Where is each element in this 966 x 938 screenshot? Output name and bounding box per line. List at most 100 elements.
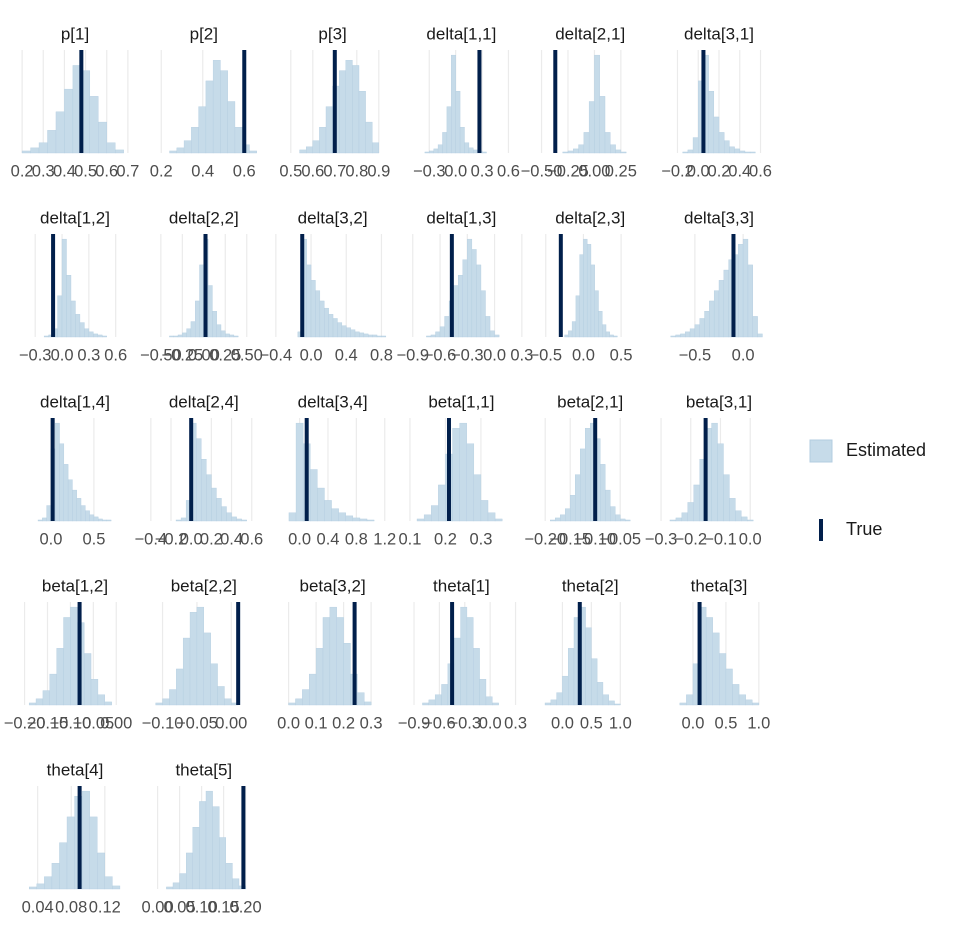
bar bbox=[494, 518, 503, 522]
bar bbox=[102, 335, 107, 338]
bar bbox=[325, 106, 333, 154]
bar bbox=[328, 314, 334, 338]
bar bbox=[212, 806, 220, 890]
bar bbox=[89, 816, 98, 890]
x-tick-label: 1.2 bbox=[373, 530, 396, 548]
bar bbox=[439, 326, 445, 338]
bar bbox=[575, 295, 580, 338]
bar bbox=[494, 334, 500, 338]
bar bbox=[466, 443, 475, 522]
bar bbox=[723, 269, 729, 338]
bar bbox=[564, 334, 569, 338]
panel: beta[2,2] −0.10−0.050.00 bbox=[142, 576, 248, 732]
bar bbox=[579, 254, 584, 338]
bar bbox=[458, 275, 463, 338]
x-tick-label: 0.6 bbox=[233, 162, 256, 180]
bar bbox=[331, 508, 339, 522]
panel: delta[1,4] 0.0 0.5 bbox=[37, 392, 112, 548]
x-tick-label: 0.2 bbox=[11, 162, 34, 180]
panel-title: delta[2,3] bbox=[555, 208, 625, 227]
bar bbox=[75, 314, 81, 338]
panel-title: beta[1,2] bbox=[42, 576, 108, 595]
panel: delta[2,1] −0.50−0.250.000.25 bbox=[521, 24, 637, 180]
bar bbox=[104, 701, 112, 706]
bar bbox=[183, 140, 192, 154]
bar bbox=[591, 658, 598, 706]
bar bbox=[47, 130, 57, 154]
bar bbox=[338, 512, 346, 522]
bar bbox=[608, 700, 615, 706]
x-tick-label: 0.0 bbox=[687, 162, 710, 180]
legend-label: Estimated bbox=[846, 440, 926, 460]
x-tick-label: 1.0 bbox=[747, 714, 770, 732]
bar bbox=[216, 324, 222, 338]
bar bbox=[468, 147, 474, 154]
bar bbox=[687, 149, 694, 154]
x-tick-label: 0.10 bbox=[186, 898, 218, 916]
x-tick-label: 0.0 bbox=[732, 346, 755, 364]
panel: delta[3,4] 0.0 0.4 0.8 1.2 bbox=[288, 392, 396, 548]
bar bbox=[476, 264, 482, 338]
panel-title: delta[1,2] bbox=[40, 208, 110, 227]
panel-title: delta[3,3] bbox=[684, 208, 754, 227]
bar bbox=[588, 101, 595, 154]
panel: beta[1,2] −0.20−0.15−0.10−0.050.00 bbox=[4, 576, 133, 732]
x-tick-label: 0.2 bbox=[434, 530, 457, 548]
x-tick-label: 0.7 bbox=[116, 162, 139, 180]
bar bbox=[220, 70, 228, 154]
bar bbox=[444, 316, 450, 338]
x-tick-label: 0.3 bbox=[469, 530, 492, 548]
bar bbox=[169, 689, 177, 706]
x-tick-label: 0.0 bbox=[444, 162, 467, 180]
bar bbox=[310, 280, 316, 338]
bar bbox=[602, 324, 607, 338]
panel: p[1] 0.20.30.40.50.60.7 bbox=[11, 24, 140, 180]
bar bbox=[708, 90, 715, 154]
bar bbox=[341, 325, 347, 338]
x-tick-label: 0.25 bbox=[209, 346, 241, 364]
bar bbox=[66, 275, 72, 338]
bar bbox=[319, 300, 325, 338]
bar bbox=[573, 148, 579, 154]
x-tick-label: −0.5 bbox=[679, 346, 712, 364]
bar bbox=[462, 259, 468, 338]
bar bbox=[42, 517, 47, 522]
bar bbox=[241, 519, 247, 522]
bar bbox=[315, 648, 324, 706]
bar bbox=[679, 702, 687, 706]
bar bbox=[357, 692, 365, 706]
x-tick-label: 0.6 bbox=[104, 346, 127, 364]
bar bbox=[685, 331, 691, 338]
bar bbox=[176, 668, 184, 706]
x-tick-label: −0.3 bbox=[19, 346, 52, 364]
bar bbox=[220, 330, 226, 338]
bar bbox=[738, 694, 746, 706]
bar bbox=[744, 151, 751, 154]
bar bbox=[288, 512, 297, 522]
panel: delta[2,3] −0.5 0.0 0.5 bbox=[529, 208, 632, 364]
panel: delta[1,2] −0.3 0.0 0.3 0.6 bbox=[19, 208, 127, 364]
x-tick-label: 0.0 bbox=[300, 346, 323, 364]
bar bbox=[310, 469, 318, 522]
panel: delta[2,4] −0.4−0.20.00.20.40.6 bbox=[135, 392, 264, 548]
bar bbox=[620, 151, 627, 154]
bar bbox=[231, 516, 237, 522]
bar bbox=[745, 699, 753, 706]
panel: p[3] 0.5 0.6 0.7 0.8 0.9 bbox=[279, 24, 390, 180]
bar bbox=[438, 484, 446, 522]
bar bbox=[57, 295, 63, 338]
bar bbox=[236, 518, 242, 522]
x-tick-label: −0.15 bbox=[27, 714, 69, 732]
panel: beta[3,2] 0.0 0.1 0.2 0.3 bbox=[277, 576, 382, 732]
legend-key bbox=[819, 519, 823, 541]
bar bbox=[435, 331, 441, 338]
bar bbox=[718, 280, 725, 338]
x-tick-label: −0.3 bbox=[645, 530, 678, 548]
bar bbox=[205, 80, 214, 154]
panel-title: delta[3,4] bbox=[298, 392, 368, 411]
bar bbox=[172, 882, 180, 890]
bar bbox=[317, 487, 325, 522]
bar bbox=[90, 679, 99, 706]
x-tick-label: 0.25 bbox=[605, 162, 637, 180]
